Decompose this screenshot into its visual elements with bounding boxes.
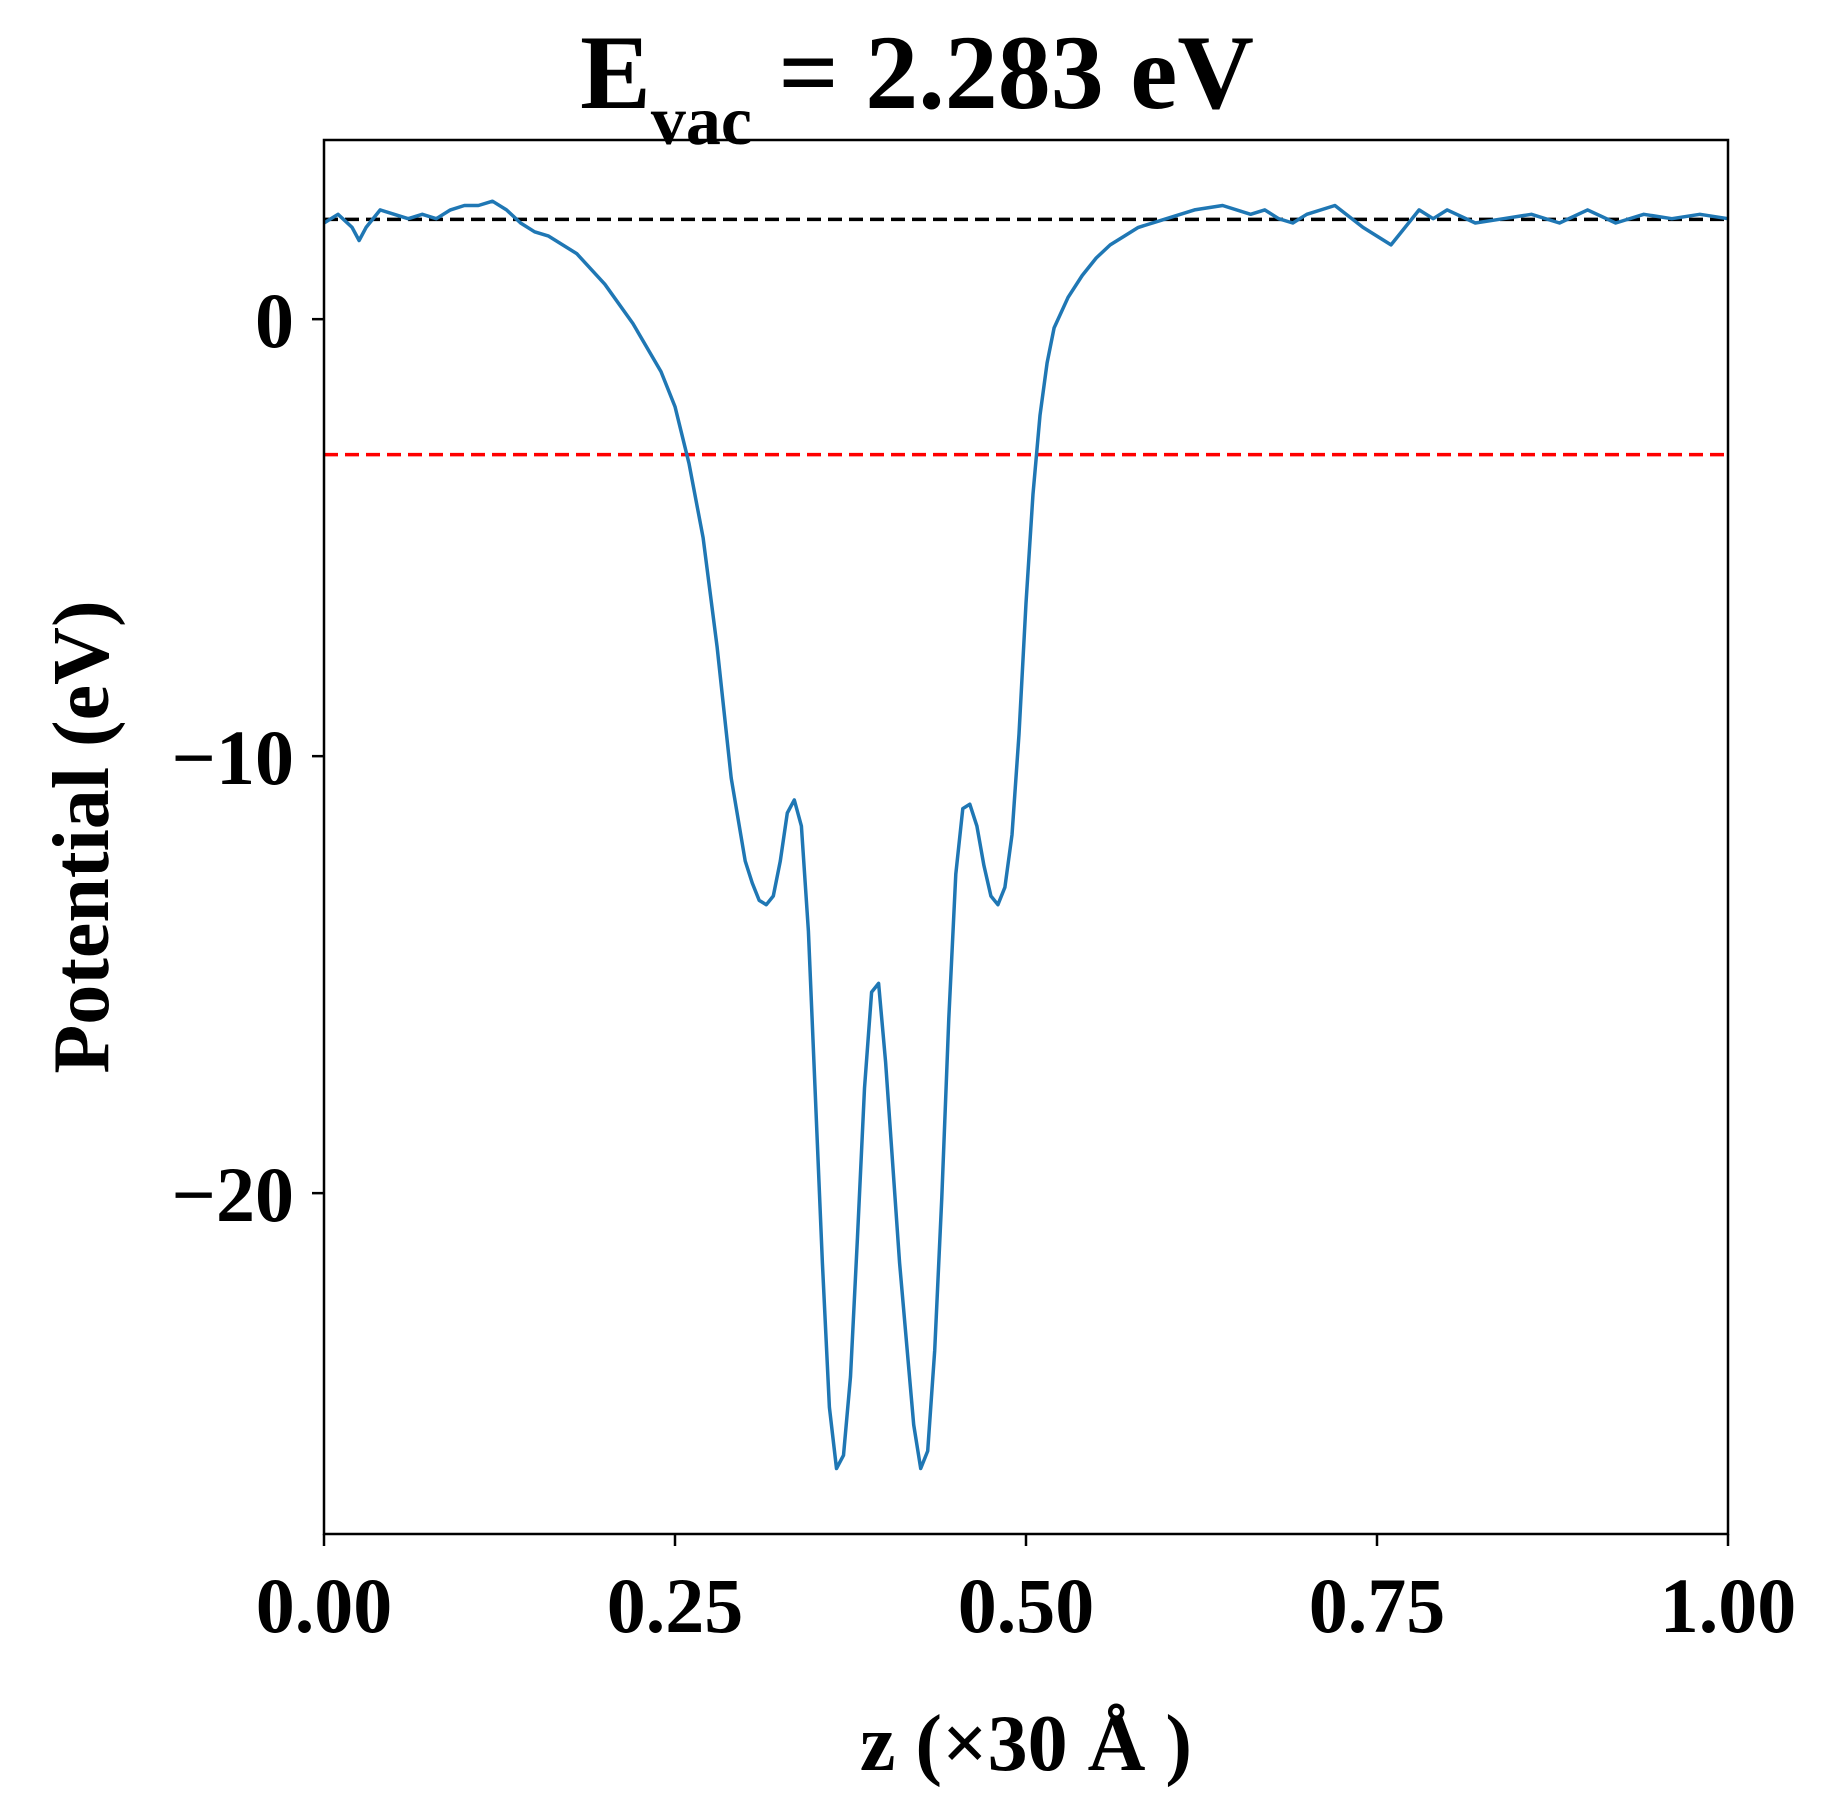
x-tick-label: 1.00 bbox=[1660, 1562, 1797, 1649]
series-line-0 bbox=[323, 199, 1729, 1471]
chart-title-rest: = 2.283 eV bbox=[752, 14, 1254, 131]
plot-area bbox=[323, 199, 1729, 1471]
y-tick-label: −20 bbox=[172, 1151, 294, 1238]
y-axis-label: Potential (eV) bbox=[38, 600, 126, 1073]
x-tick-label: 0.50 bbox=[958, 1562, 1095, 1649]
chart-title-subscript: vac bbox=[651, 83, 752, 160]
x-tick-label: 0.00 bbox=[256, 1562, 393, 1649]
chart-title-main: E bbox=[580, 14, 651, 131]
x-axis: 0.00 0.25 0.50 0.75 1.00 bbox=[256, 1534, 1797, 1649]
y-tick-label: −10 bbox=[172, 714, 294, 801]
plot-frame bbox=[322, 138, 1730, 1536]
x-tick-label: 0.75 bbox=[1309, 1562, 1446, 1649]
y-axis: 0 −10 −20 bbox=[172, 277, 324, 1238]
chart-title: Evac = 2.283 eV bbox=[580, 14, 1254, 160]
x-tick-label: 0.25 bbox=[607, 1562, 744, 1649]
x-axis-label: z (×30 Å ) bbox=[860, 1700, 1192, 1788]
y-tick-label: 0 bbox=[255, 277, 294, 364]
